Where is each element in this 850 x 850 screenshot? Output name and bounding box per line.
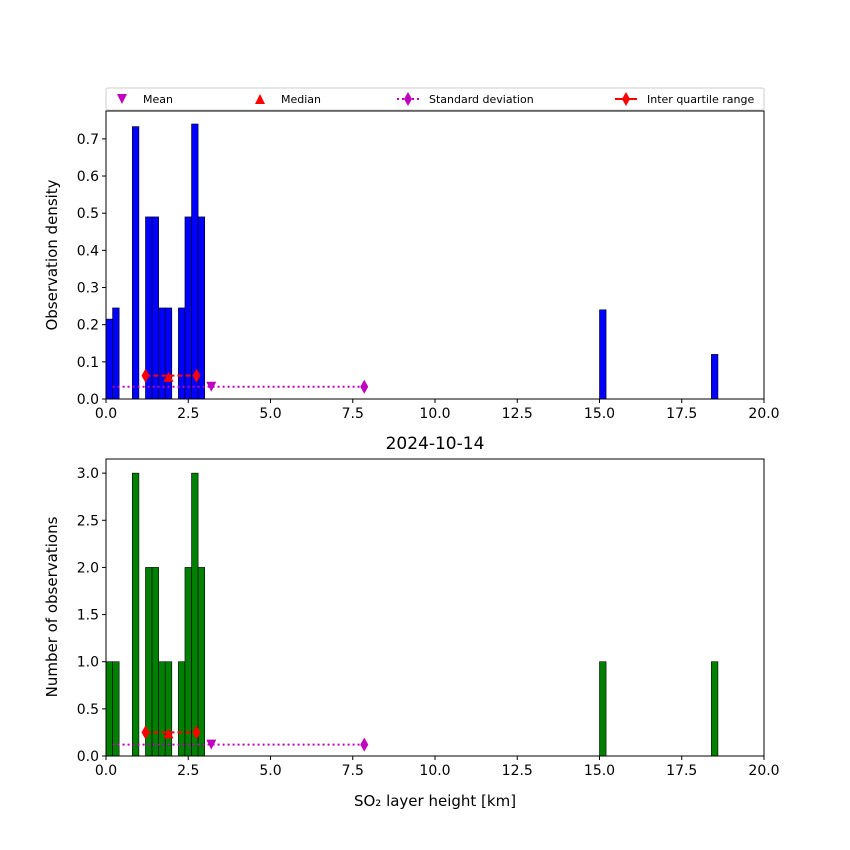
std-deviation-marker bbox=[360, 737, 369, 752]
y-tick-label: 0.1 bbox=[77, 355, 99, 371]
x-tick-label: 10.0 bbox=[419, 763, 450, 779]
x-tick-label: 7.5 bbox=[342, 406, 364, 422]
legend-label: Standard deviation bbox=[429, 93, 534, 106]
y-tick-label: 0.4 bbox=[77, 243, 99, 259]
legend-median-marker bbox=[255, 94, 265, 104]
y-tick-label: 0.5 bbox=[77, 206, 99, 222]
legend: Mean Median Standard deviation Inter quarti… bbox=[105, 87, 765, 111]
iqr-marker bbox=[141, 368, 150, 383]
y-tick-label: 0.5 bbox=[77, 702, 99, 718]
y-tick-label: 0.0 bbox=[77, 392, 99, 408]
histogram-bar bbox=[132, 472, 140, 757]
iqr-marker bbox=[192, 368, 201, 383]
histogram-bar bbox=[191, 123, 199, 400]
x-tick-label: 0.0 bbox=[95, 763, 117, 779]
x-tick-label: 15.0 bbox=[584, 763, 615, 779]
histogram-bar bbox=[132, 126, 140, 400]
y-tick-label: 0.7 bbox=[77, 132, 99, 148]
histogram-bar bbox=[191, 472, 199, 757]
x-tick-label: 15.0 bbox=[584, 406, 615, 422]
legend-entry: Inter quartile range bbox=[615, 92, 754, 106]
x-tick-label: 12.5 bbox=[502, 763, 533, 779]
histogram-bar bbox=[178, 307, 186, 400]
chart-title: 2024-10-14 bbox=[386, 434, 485, 454]
histogram-bar bbox=[112, 661, 120, 757]
histogram-bar bbox=[197, 567, 205, 757]
legend-entry: Median bbox=[255, 93, 321, 106]
histogram-bar bbox=[151, 567, 159, 757]
iqr-marker bbox=[192, 725, 201, 740]
x-tick-label: 5.0 bbox=[259, 763, 281, 779]
y-tick-label: 3.0 bbox=[77, 466, 99, 482]
histogram-bar bbox=[197, 216, 205, 400]
y-axis-label: Observation density bbox=[43, 179, 61, 330]
x-tick-label: 0.0 bbox=[95, 406, 117, 422]
x-tick-label: 20.0 bbox=[748, 406, 779, 422]
y-tick-label: 0.3 bbox=[77, 281, 99, 297]
y-tick-label: 1.0 bbox=[77, 655, 99, 671]
y-tick-label: 0.6 bbox=[77, 169, 99, 185]
mean-marker bbox=[206, 381, 217, 392]
histogram-bar bbox=[112, 307, 120, 400]
histogram-bar bbox=[599, 309, 607, 400]
histogram-bar bbox=[711, 661, 719, 757]
x-tick-label: 2.5 bbox=[177, 406, 199, 422]
histogram-bar bbox=[178, 661, 186, 757]
histogram-bar bbox=[599, 661, 607, 757]
y-axis-label: Number of observations bbox=[43, 516, 61, 697]
histogram-bar bbox=[164, 307, 173, 400]
y-tick-label: 0.2 bbox=[77, 318, 99, 334]
y-tick-label: 1.5 bbox=[77, 608, 99, 624]
x-tick-label: 12.5 bbox=[502, 406, 533, 422]
legend-std-marker bbox=[404, 92, 412, 106]
legend-iqr-marker bbox=[622, 92, 630, 106]
histogram-bar bbox=[158, 661, 166, 757]
legend-label: Inter quartile range bbox=[647, 93, 754, 106]
legend-mean-marker bbox=[117, 94, 127, 104]
x-tick-label: 10.0 bbox=[419, 406, 450, 422]
x-tick-label: 2.5 bbox=[177, 763, 199, 779]
x-tick-label: 17.5 bbox=[666, 763, 697, 779]
legend-entry: Standard deviation bbox=[397, 92, 534, 106]
iqr-marker bbox=[141, 725, 150, 740]
x-tick-label: 20.0 bbox=[748, 763, 779, 779]
histogram-bar bbox=[105, 318, 113, 400]
histogram-bar bbox=[105, 661, 113, 757]
x-tick-label: 5.0 bbox=[259, 406, 281, 422]
histogram-bar bbox=[151, 216, 159, 400]
y-tick-label: 2.5 bbox=[77, 513, 99, 529]
histogram-bar bbox=[184, 216, 192, 400]
mean-marker bbox=[206, 739, 217, 750]
y-tick-label: 0.0 bbox=[77, 749, 99, 765]
histogram-bar bbox=[158, 307, 166, 400]
median-marker bbox=[163, 371, 174, 382]
x-tick-label: 17.5 bbox=[666, 406, 697, 422]
histogram-bar bbox=[164, 661, 173, 757]
density-histogram-panel: 0.0 2.5 5.0 7.5 10.0 12.5 15.0 17.5 20.0 0.0 0.1 0… bbox=[43, 110, 780, 422]
legend-label: Median bbox=[281, 93, 321, 106]
median-marker bbox=[163, 728, 174, 739]
y-tick-label: 2.0 bbox=[77, 560, 99, 576]
std-deviation-marker bbox=[360, 379, 369, 394]
x-tick-label: 7.5 bbox=[342, 763, 364, 779]
legend-label: Mean bbox=[143, 93, 173, 106]
count-histogram-panel: 2024-10-14 0.0 2.5 5.0 7.5 10.0 12.5 15.0 17.5 2… bbox=[43, 434, 780, 810]
legend-entry: Mean bbox=[117, 93, 173, 106]
histogram-bar bbox=[711, 354, 719, 400]
histogram-bar bbox=[184, 567, 192, 757]
x-axis-label: SO₂ layer height [km] bbox=[354, 792, 516, 810]
